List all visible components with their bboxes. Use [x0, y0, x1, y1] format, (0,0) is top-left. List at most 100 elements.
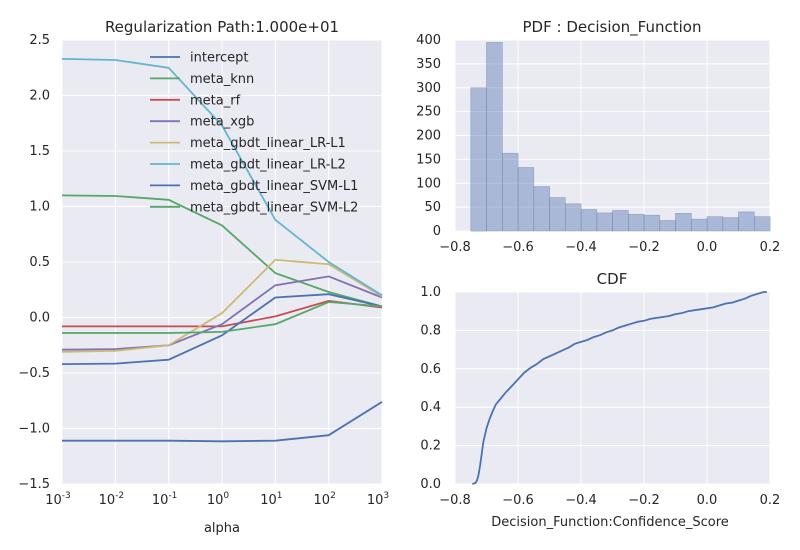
- legend-entry: meta_gbdt_linear_LR-L1: [190, 136, 346, 151]
- chart-title: Regularization Path:1.000e+01: [105, 18, 339, 36]
- legend-entry: meta_knn: [190, 72, 254, 87]
- y-tick-labels: −1.5 −1.0 −0.5 0.0 0.5 1.0 1.5 2.0 2.5: [18, 33, 50, 492]
- x-tick-label: 0.2: [760, 493, 781, 508]
- x-tick-label: −0.6: [502, 240, 534, 255]
- x-tick-labels: −0.8 −0.6 −0.4 −0.2 0.0 0.2: [439, 493, 780, 508]
- series-line-meta_gbdt_linear_LR-L1: [61, 258, 383, 353]
- x-tick-exponent: 0: [223, 491, 229, 501]
- x-tick-exponent: 1: [277, 491, 283, 501]
- x-tick-base: 10: [45, 493, 62, 508]
- histogram-bar: [533, 186, 550, 232]
- x-tick-exponent: -3: [62, 491, 71, 501]
- chart-title: PDF : Decision_Function: [523, 18, 702, 37]
- x-tick-label: −0.8: [439, 240, 471, 255]
- x-tick-label: 103: [367, 491, 389, 508]
- histogram-bar: [612, 210, 629, 232]
- series-line-meta_gbdt_linear_SVM-L2: [62, 301, 383, 334]
- y-tick-label: 2.0: [29, 89, 50, 104]
- chart-title: CDF: [597, 270, 628, 288]
- y-tick-label: −0.5: [18, 366, 50, 381]
- y-tick-label: 0.2: [420, 439, 441, 454]
- legend-entry: meta_gbdt_linear_LR-L2: [190, 158, 346, 173]
- x-tick-base: 10: [260, 493, 277, 508]
- y-tick-label: 0: [433, 224, 441, 239]
- y-tick-labels: 0.0 0.2 0.4 0.6 0.8 1.0: [420, 285, 441, 492]
- histogram-bar: [596, 212, 613, 232]
- histogram-bar: [580, 209, 598, 232]
- x-tick-exponent: -2: [115, 491, 124, 501]
- histogram-bar: [675, 213, 692, 232]
- y-tick-labels: 0 50 100 150 200 250 300 350 400: [416, 33, 441, 239]
- y-tick-label: −1.0: [18, 422, 50, 437]
- legend-entry: meta_xgb: [190, 115, 254, 130]
- y-tick-label: 1.0: [420, 285, 441, 300]
- series-line-meta_rf: [62, 299, 383, 328]
- cdf-line: [472, 291, 767, 485]
- y-tick-label: 1.0: [29, 200, 50, 215]
- x-tick-label: 10-2: [99, 491, 125, 508]
- histogram-bar: [659, 220, 676, 232]
- histogram-bar: [706, 216, 724, 232]
- histogram-bar: [470, 87, 487, 232]
- histogram-bar: [517, 167, 535, 232]
- x-tick-label: 0.0: [697, 240, 718, 255]
- histogram-bar: [690, 218, 708, 232]
- x-tick-base: 10: [207, 493, 224, 508]
- x-tick-label: −0.4: [565, 240, 597, 255]
- series-lines: [61, 58, 383, 443]
- x-tick-label: 100: [207, 491, 230, 508]
- y-tick-label: 250: [416, 105, 441, 120]
- histogram-bar: [486, 42, 503, 232]
- y-tick-label: 0.0: [29, 311, 50, 326]
- x-tick-exponent: 2: [330, 491, 336, 501]
- x-tick-label: 102: [314, 491, 336, 508]
- x-tick-label: −0.4: [565, 493, 597, 508]
- x-tick-exponent: -1: [168, 491, 177, 501]
- y-tick-label: 1.5: [29, 144, 50, 159]
- legend-entry: meta_rf: [190, 93, 241, 108]
- histogram-bar: [564, 203, 582, 232]
- x-tick-base: 10: [314, 493, 331, 508]
- histogram-bar: [753, 216, 771, 232]
- histogram-bars: [470, 42, 771, 232]
- x-tick-base: 10: [152, 493, 169, 508]
- x-tick-label: −0.2: [628, 240, 660, 255]
- y-tick-label: 100: [416, 176, 441, 191]
- y-tick-label: 0.5: [29, 255, 50, 270]
- legend-entry: intercept: [190, 51, 249, 66]
- y-tick-label: −1.5: [18, 477, 50, 492]
- histogram-bar: [549, 197, 566, 232]
- cdf-series-line: [472, 291, 767, 485]
- y-tick-label: 0.6: [420, 362, 441, 377]
- regularization-path-chart: −1.5−1.0−0.50.00.51.01.52.02.5 10-3 10-2 1…: [18, 18, 389, 536]
- y-tick-label: 400: [416, 33, 441, 48]
- y-tick-label: 0.4: [420, 400, 441, 415]
- grid-lines: [454, 39, 771, 232]
- x-tick-labels: 10-3 10-2 10-1 100 101 102 103: [45, 491, 389, 508]
- grid-lines: [454, 291, 771, 485]
- x-tick-label: −0.6: [502, 493, 534, 508]
- plot-area-background: [455, 292, 770, 484]
- cdf-chart: 0.00.20.40.60.81.0 −0.8 −0.6 −0.4 −0.2 0.0 0.…: [420, 270, 780, 530]
- x-tick-label: 0.2: [760, 240, 781, 255]
- x-axis-label: Decision_Function:Confidence_Score: [491, 515, 729, 530]
- histogram-bar: [722, 217, 739, 232]
- x-tick-base: 10: [367, 493, 384, 508]
- y-tick-label: 2.5: [29, 33, 50, 48]
- x-tick-exponent: 3: [383, 491, 389, 501]
- legend: intercept meta_knn meta_rf meta_xgb meta_gbd…: [150, 51, 358, 215]
- series-line-meta_xgb: [61, 275, 383, 351]
- series-line-meta_gbdt_linear_SVM-L1: [61, 293, 383, 365]
- y-tick-label: 50: [424, 200, 441, 215]
- x-axis-label: alpha: [204, 521, 240, 536]
- histogram-bar: [627, 214, 645, 232]
- x-tick-label: −0.8: [439, 493, 471, 508]
- y-tick-label: 150: [416, 152, 441, 167]
- y-tick-label: 200: [416, 129, 441, 144]
- x-tick-label: 101: [260, 491, 282, 508]
- x-tick-label: 0.0: [697, 493, 718, 508]
- legend-entry: meta_gbdt_linear_SVM-L1: [190, 179, 358, 194]
- y-tick-label: 0.8: [420, 323, 441, 338]
